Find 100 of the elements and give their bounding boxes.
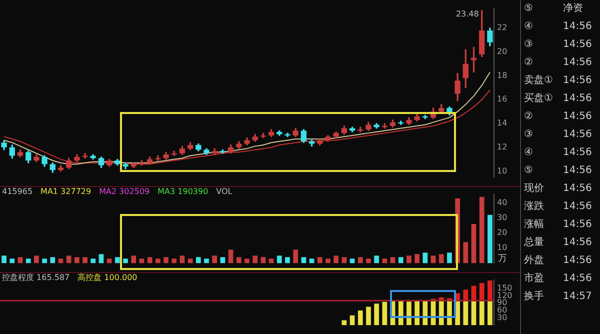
annotation: VOL bbox=[216, 187, 233, 196]
annotation: MA1 327729 bbox=[40, 187, 92, 196]
bar bbox=[350, 258, 355, 264]
bar bbox=[342, 257, 347, 264]
text: 14:56 bbox=[563, 74, 593, 88]
bar bbox=[18, 257, 23, 264]
text: 现价 bbox=[524, 182, 545, 196]
text: 14:57 bbox=[563, 290, 593, 304]
bar bbox=[317, 257, 322, 264]
text: ⑤ bbox=[524, 164, 534, 178]
bar bbox=[244, 258, 250, 264]
bar bbox=[374, 304, 380, 326]
bar bbox=[212, 256, 218, 264]
bar bbox=[74, 257, 80, 264]
y-axis-title: 万 bbox=[498, 254, 507, 264]
bar bbox=[382, 302, 388, 326]
bar bbox=[406, 302, 412, 326]
bar bbox=[147, 257, 152, 264]
text: 14:56 bbox=[563, 272, 593, 286]
bar bbox=[358, 310, 363, 326]
text: ③ bbox=[524, 38, 534, 52]
y-tick-label: 30 bbox=[497, 213, 508, 222]
text: 14:56 bbox=[563, 128, 593, 142]
bar bbox=[293, 250, 298, 264]
bar bbox=[42, 258, 47, 264]
bar bbox=[374, 256, 380, 264]
bar bbox=[430, 256, 436, 264]
bar bbox=[123, 258, 128, 264]
y-tick-label: 12 bbox=[497, 142, 508, 152]
bar bbox=[252, 256, 258, 264]
bar bbox=[114, 257, 120, 264]
text: 14:56 bbox=[563, 254, 593, 268]
bar bbox=[26, 258, 31, 264]
text: 14:56 bbox=[563, 218, 593, 232]
text: 买盘① bbox=[524, 92, 554, 106]
bar bbox=[276, 256, 282, 264]
y-tick-label: 60 bbox=[497, 306, 508, 315]
annotation: 23.48 bbox=[456, 10, 479, 19]
bar bbox=[398, 301, 404, 326]
y-tick-label: 16 bbox=[497, 94, 508, 104]
bar bbox=[220, 257, 226, 264]
bar bbox=[50, 257, 56, 264]
text: 涨跌 bbox=[524, 200, 545, 214]
bar bbox=[90, 258, 96, 264]
bar bbox=[155, 258, 160, 264]
bar bbox=[414, 301, 420, 326]
bar bbox=[309, 258, 314, 264]
bar bbox=[366, 306, 371, 326]
bar bbox=[139, 258, 144, 264]
bar bbox=[172, 258, 177, 264]
text: ② bbox=[524, 56, 534, 70]
text: 14:56 bbox=[563, 92, 593, 106]
bar bbox=[488, 300, 492, 326]
y-tick-label: 120 bbox=[497, 290, 512, 300]
text: 卖盘① bbox=[524, 74, 554, 88]
bar bbox=[422, 252, 428, 264]
bar bbox=[471, 224, 476, 264]
bar bbox=[390, 257, 396, 264]
y-tick-label: 22 bbox=[497, 23, 508, 32]
text: ② bbox=[524, 110, 534, 124]
text: 外盘 bbox=[524, 254, 545, 268]
bar bbox=[66, 256, 72, 264]
bar bbox=[228, 250, 234, 264]
y-tick-label: 18 bbox=[497, 70, 508, 80]
text: 14:56 bbox=[563, 236, 593, 250]
bar bbox=[180, 256, 185, 264]
text: 14:56 bbox=[563, 110, 593, 124]
text: 14:56 bbox=[563, 38, 593, 52]
bar bbox=[479, 300, 484, 326]
text: 14:56 bbox=[563, 164, 593, 178]
text: ④ bbox=[524, 20, 534, 34]
bar bbox=[196, 257, 201, 264]
bar bbox=[10, 258, 15, 264]
bar bbox=[326, 258, 330, 264]
bar bbox=[188, 258, 193, 264]
annotation: 控盘程度 165.587 bbox=[2, 273, 70, 282]
bar bbox=[260, 257, 266, 264]
bar bbox=[382, 258, 388, 264]
bar bbox=[334, 256, 339, 264]
bar bbox=[358, 257, 363, 264]
y-tick-label: 30 bbox=[497, 312, 508, 322]
text: 14:56 bbox=[563, 146, 593, 160]
bar bbox=[447, 252, 452, 264]
bar bbox=[2, 256, 6, 264]
text: 净资 bbox=[563, 2, 584, 16]
y-tick-label: 90 bbox=[497, 298, 508, 308]
bar bbox=[488, 280, 492, 301]
bar bbox=[463, 300, 468, 326]
bar bbox=[398, 257, 404, 264]
y-tick-label: 20 bbox=[497, 47, 508, 56]
annotation: 高控盘 100.000 bbox=[78, 273, 138, 282]
bar bbox=[414, 254, 420, 264]
bar bbox=[438, 254, 444, 264]
text: 14:56 bbox=[563, 200, 593, 214]
bar bbox=[164, 257, 168, 264]
bar bbox=[82, 257, 88, 264]
y-tick-label: 150 bbox=[497, 283, 512, 292]
y-tick-label: 14 bbox=[497, 118, 508, 128]
bar bbox=[58, 258, 64, 264]
bar bbox=[463, 290, 468, 301]
